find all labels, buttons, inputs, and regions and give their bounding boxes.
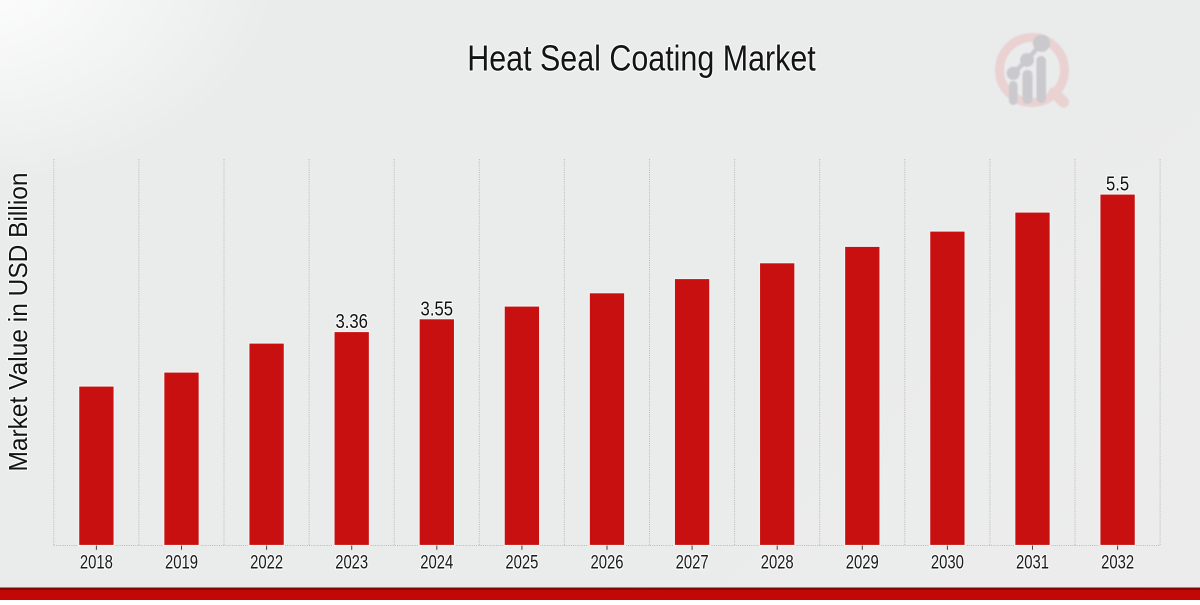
- svg-text:3.36: 3.36: [335, 310, 368, 333]
- svg-text:2032: 2032: [1101, 552, 1134, 573]
- svg-text:2029: 2029: [846, 552, 879, 573]
- svg-text:3.55: 3.55: [421, 297, 454, 320]
- svg-text:2018: 2018: [80, 552, 113, 573]
- svg-text:Market Value in USD Billion: Market Value in USD Billion: [3, 173, 33, 472]
- svg-text:2027: 2027: [676, 552, 709, 573]
- svg-text:Heat Seal Coating Market: Heat Seal Coating Market: [467, 38, 816, 79]
- svg-text:5.5: 5.5: [1106, 173, 1129, 196]
- svg-text:2019: 2019: [165, 552, 198, 573]
- svg-text:2025: 2025: [505, 552, 538, 573]
- svg-text:2024: 2024: [420, 552, 453, 573]
- svg-text:2026: 2026: [591, 552, 624, 573]
- svg-text:2023: 2023: [335, 552, 368, 573]
- svg-text:2031: 2031: [1016, 552, 1049, 573]
- svg-text:2030: 2030: [931, 552, 964, 573]
- svg-text:2028: 2028: [761, 552, 794, 573]
- svg-text:2022: 2022: [250, 552, 283, 573]
